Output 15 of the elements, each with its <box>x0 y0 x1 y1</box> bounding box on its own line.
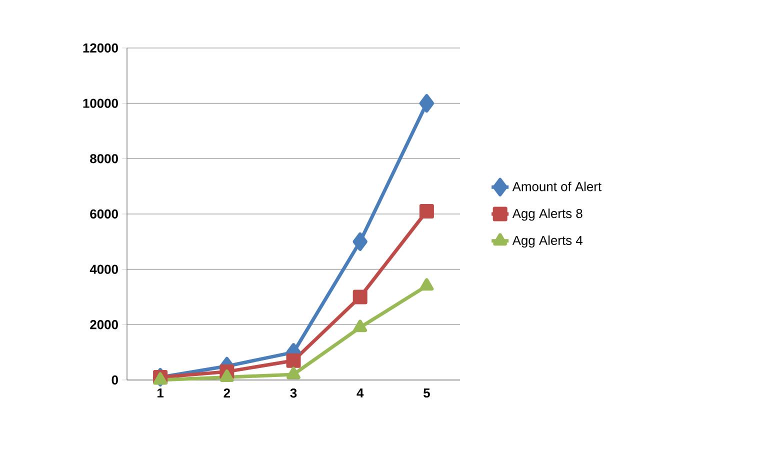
y-tick-label: 8000 <box>90 154 118 164</box>
legend-label: Agg Alerts 4 <box>512 235 582 248</box>
y-tick-label: 0 <box>112 375 118 385</box>
y-tick-label: 2000 <box>90 320 118 330</box>
y-tick-label: 6000 <box>90 209 118 219</box>
legend-label: Amount of Alert <box>512 182 602 192</box>
x-tick-label: 2 <box>224 388 230 398</box>
legend-label: Agg Alerts 8 <box>512 208 582 221</box>
y-tick-label: 4000 <box>90 264 118 274</box>
x-tick-label: 3 <box>290 388 297 398</box>
y-tick-label: 12000 <box>83 43 118 53</box>
x-tick-label: 1 <box>158 388 164 398</box>
x-tick-label: 4 <box>356 388 364 398</box>
y-tick-label: 10000 <box>83 98 118 108</box>
x-tick-label: 5 <box>424 388 430 398</box>
